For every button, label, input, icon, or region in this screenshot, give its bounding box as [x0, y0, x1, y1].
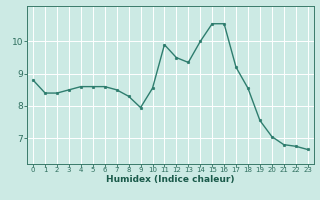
X-axis label: Humidex (Indice chaleur): Humidex (Indice chaleur)	[106, 175, 235, 184]
